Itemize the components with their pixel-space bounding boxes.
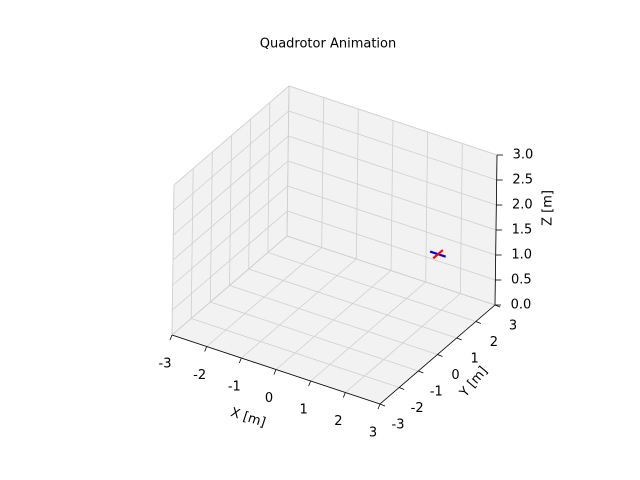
x-tick-label: -2 [193,368,206,383]
grid-line [173,110,289,211]
z-tick-label: 2.5 [512,173,533,188]
grid-line [172,185,288,286]
tick-mark [273,369,277,375]
tick-mark [437,354,443,357]
tick-mark [418,370,424,374]
grid-line [171,235,288,336]
y-tick-label: -2 [411,401,424,416]
quadrotor-arm [432,249,444,260]
x-tick-label: -1 [228,380,241,395]
tick-mark [475,321,481,324]
grid-line [229,285,438,355]
tick-mark [377,403,381,410]
axis-line [494,154,498,306]
grid-line [287,185,496,256]
grid-line [288,110,497,181]
y-tick-label: 1 [471,352,479,367]
grid-line [287,160,497,231]
y-tick-label: 3 [509,319,517,334]
grid-line [210,301,419,372]
y-tick-label: -3 [392,418,405,433]
grid-line [191,318,400,388]
tick-mark [342,392,346,398]
z-axis-label: Z [m] [541,190,556,226]
x-tick-label: 0 [265,391,273,406]
grid-line [248,268,457,339]
grid-line [172,210,288,311]
grid-line [173,85,290,186]
x-tick-label: 2 [334,414,342,429]
tick-mark [379,403,386,407]
grid-line [288,135,497,206]
grid-line [288,85,498,156]
grid-line [173,135,289,236]
grid-line [286,235,496,306]
axis-line [379,304,496,405]
x-tick-label: 3 [369,426,377,441]
x-axis-label: X [m] [229,405,268,430]
axis-line [171,334,381,405]
x-tick-label: -3 [159,357,172,372]
z-tick-label: 2.0 [512,198,533,213]
y-tick-label: 2 [490,335,498,350]
z-tick-label: 1.5 [512,223,533,238]
y-axis-label: Y [m] [456,364,491,401]
grid-line [267,252,476,322]
y-tick-label: -1 [430,385,443,400]
grid-line [287,210,496,281]
tick-mark [204,346,208,352]
tick-mark [456,337,462,341]
grid-line [172,160,289,261]
z-tick-label: 1.0 [511,248,532,263]
tick-mark [399,387,405,390]
y-tick-label: 0 [451,368,459,383]
tick-mark [169,334,173,341]
x-tick-label: 1 [300,403,308,418]
z-tick-label: 0.0 [511,298,532,313]
z-tick-label: 3.0 [513,148,534,163]
tick-mark [238,357,242,364]
z-tick-label: 0.5 [511,273,532,288]
tick-mark [308,380,312,387]
chart-title: Quadrotor Animation [260,37,397,52]
